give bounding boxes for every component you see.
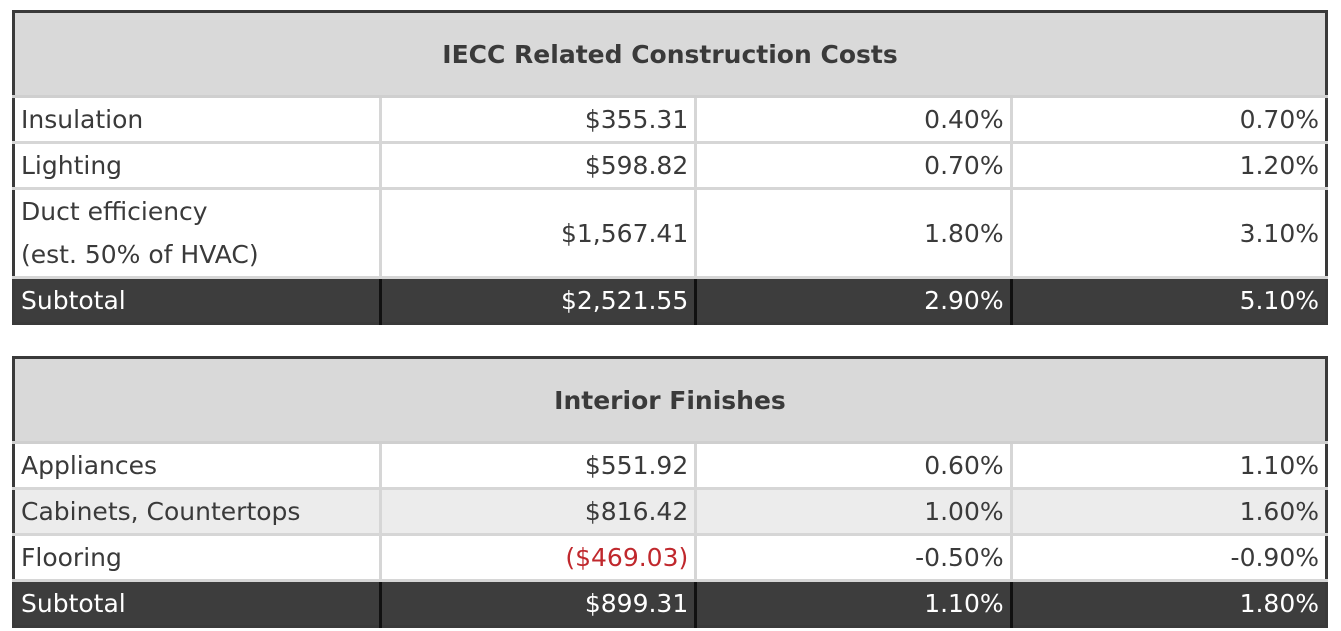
table-title: IECC Related Construction Costs: [13, 11, 1327, 98]
row-pct2: 1.60%: [1011, 488, 1327, 536]
row-cost: $355.31: [380, 96, 698, 144]
table-header: Interior Finishes: [13, 357, 1327, 444]
row-pct1: 1.80%: [695, 188, 1013, 279]
table-row: Insulation $355.31 0.40% 0.70%: [13, 96, 1327, 144]
row-label: Cabinets, Countertops: [13, 488, 382, 536]
row-label: Duct efficiency (est. 50% of HVAC): [13, 188, 382, 279]
row-pct1: 1.00%: [695, 488, 1013, 536]
interior-finishes-table: Interior Finishes Appliances $551.92 0.6…: [12, 356, 1328, 628]
table-row: Appliances $551.92 0.60% 1.10%: [13, 442, 1327, 490]
row-pct1: 0.60%: [695, 442, 1013, 490]
row-cost-negative: ($469.03): [380, 534, 698, 582]
subtotal-row: Subtotal $2,521.55 2.90% 5.10%: [13, 277, 1327, 324]
iecc-costs-table: IECC Related Construction Costs Insulati…: [12, 10, 1328, 325]
row-pct2: 1.10%: [1011, 442, 1327, 490]
row-pct1: 0.40%: [695, 96, 1013, 144]
row-label: Insulation: [13, 96, 382, 144]
subtotal-pct2: 1.80%: [1011, 580, 1327, 627]
row-label: Flooring: [13, 534, 382, 582]
row-cost: $598.82: [380, 142, 698, 190]
row-cost: $816.42: [380, 488, 698, 536]
table-row: Lighting $598.82 0.70% 1.20%: [13, 142, 1327, 190]
row-pct2: 1.20%: [1011, 142, 1327, 190]
subtotal-cost: $2,521.55: [380, 277, 698, 324]
row-pct1: -0.50%: [695, 534, 1013, 582]
row-label-line1: Duct efficiency: [21, 197, 208, 226]
table-row: Flooring ($469.03) -0.50% -0.90%: [13, 534, 1327, 582]
table-header: IECC Related Construction Costs: [13, 11, 1327, 98]
subtotal-pct1: 1.10%: [695, 580, 1013, 627]
row-pct1: 0.70%: [695, 142, 1013, 190]
row-label: Appliances: [13, 442, 382, 490]
table-title: Interior Finishes: [13, 357, 1327, 444]
row-pct2: -0.90%: [1011, 534, 1327, 582]
row-cost: $551.92: [380, 442, 698, 490]
table-row: Cabinets, Countertops $816.42 1.00% 1.60…: [13, 488, 1327, 536]
table-row: Duct efficiency (est. 50% of HVAC) $1,56…: [13, 188, 1327, 279]
subtotal-pct2: 5.10%: [1011, 277, 1327, 324]
row-pct2: 3.10%: [1011, 188, 1327, 279]
row-label: Lighting: [13, 142, 382, 190]
subtotal-label: Subtotal: [13, 580, 382, 627]
row-label-line2: (est. 50% of HVAC): [21, 240, 259, 269]
row-cost: $1,567.41: [380, 188, 698, 279]
subtotal-label: Subtotal: [13, 277, 382, 324]
subtotal-cost: $899.31: [380, 580, 698, 627]
subtotal-row: Subtotal $899.31 1.10% 1.80%: [13, 580, 1327, 627]
subtotal-pct1: 2.90%: [695, 277, 1013, 324]
row-pct2: 0.70%: [1011, 96, 1327, 144]
